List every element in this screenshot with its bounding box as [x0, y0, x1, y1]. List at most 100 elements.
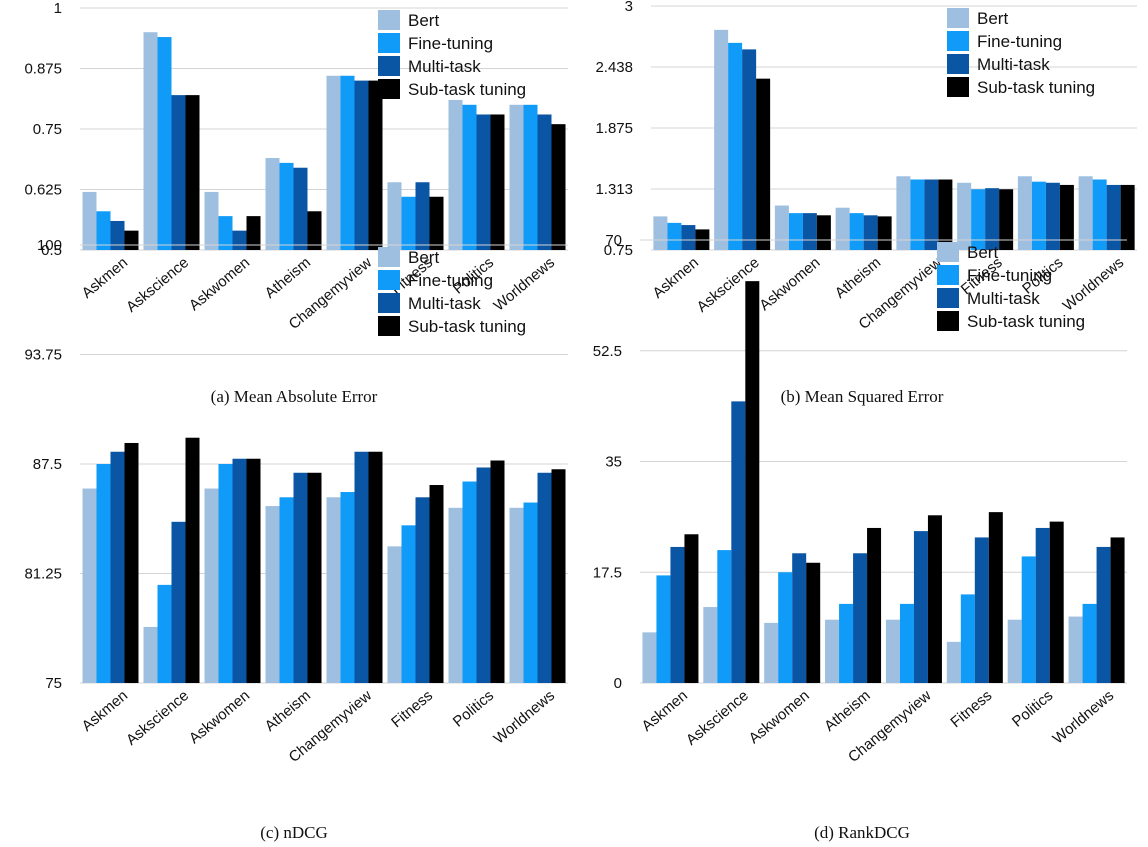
bar: [849, 213, 864, 250]
y-tick-label: 0.5: [41, 242, 62, 259]
x-category-label: Atheism: [262, 687, 314, 735]
bar: [960, 594, 975, 683]
chart-caption: (c) nDCG: [260, 823, 328, 842]
bar: [853, 553, 868, 683]
legend-swatch: [378, 270, 400, 290]
bar: [509, 104, 524, 250]
bar: [401, 525, 416, 683]
bar: [143, 626, 158, 683]
bar: [124, 442, 139, 683]
legend-label: Bert: [967, 243, 998, 262]
bar: [1007, 619, 1022, 683]
x-category-label: Askscience: [123, 254, 192, 316]
bar: [326, 75, 341, 250]
y-tick-label: 0.75: [604, 242, 633, 259]
bar: [340, 75, 355, 250]
legend-swatch: [947, 54, 969, 74]
y-tick-label: 0.625: [24, 182, 62, 199]
x-category-label: Askwomen: [756, 254, 823, 314]
bar: [218, 464, 233, 683]
panel-mae: 1 0.875 0.75 0.625 0.5 AskmenAskscienceAskwom…: [24, 0, 568, 406]
bar: [717, 550, 732, 683]
bar: [653, 216, 668, 250]
bar: [1035, 527, 1050, 683]
bar: [293, 167, 308, 250]
bar: [415, 182, 430, 250]
bar: [415, 497, 430, 683]
legend-swatch: [378, 10, 400, 30]
bar: [1068, 616, 1083, 683]
y-tick-label: 75: [45, 675, 62, 692]
bar: [896, 176, 911, 250]
x-category-label: Worldnews: [491, 687, 559, 748]
bar: [802, 213, 817, 250]
x-category-label: Atheism: [832, 254, 884, 302]
bar: [429, 196, 444, 250]
x-category-label: Askmen: [79, 254, 131, 302]
bar: [246, 216, 261, 250]
bar: [124, 230, 139, 250]
x-category-label: Askmen: [650, 254, 702, 302]
y-tick-label: 81.25: [24, 566, 62, 583]
bar: [171, 521, 186, 683]
bar: [265, 158, 280, 250]
y-tick-label: 87.5: [33, 456, 62, 473]
legend-label: Fine-tuning: [408, 271, 493, 290]
bar: [185, 437, 200, 683]
bar: [143, 32, 158, 251]
legend-label: Fine-tuning: [967, 266, 1052, 285]
bar: [1049, 521, 1064, 683]
y-tick-label: 52.5: [593, 343, 622, 360]
bar: [523, 104, 538, 250]
x-category-label: Worldnews: [1050, 687, 1118, 748]
bar: [82, 488, 97, 683]
bar: [684, 534, 699, 683]
legend-swatch: [937, 242, 959, 262]
legend-swatch: [378, 316, 400, 336]
legend-swatch: [947, 77, 969, 97]
bar: [279, 162, 294, 250]
x-category-label: Askmen: [639, 687, 691, 735]
bar: [279, 497, 294, 683]
x-category-label: Askwomen: [186, 254, 253, 314]
legend-label: Bert: [977, 9, 1008, 28]
bar: [1092, 179, 1107, 250]
bar: [1078, 176, 1093, 250]
bar: [816, 215, 831, 250]
bar: [490, 114, 505, 250]
bar: [728, 42, 743, 251]
legend-swatch: [378, 79, 400, 99]
y-tick-label: 70: [605, 232, 622, 249]
bar: [764, 622, 779, 683]
y-tick-label: 1: [54, 0, 62, 17]
bar: [667, 222, 682, 250]
y-tick-label: 0: [614, 675, 622, 692]
bar: [157, 37, 172, 250]
legend-swatch: [378, 247, 400, 267]
bar: [1059, 184, 1074, 250]
bar: [340, 492, 355, 683]
legend-label: Fine-tuning: [408, 34, 493, 53]
chart-caption: (b) Mean Squared Error: [781, 387, 944, 406]
legend-label: Sub-task tuning: [977, 78, 1095, 97]
bar: [110, 451, 125, 683]
bar: [642, 632, 657, 683]
bar: [946, 641, 961, 683]
bar: [877, 216, 892, 250]
y-tick-label: 3: [625, 0, 633, 15]
legend-swatch: [947, 8, 969, 28]
panel-mse: 32.4381.8751.3130.75AskmenAskscienceAskw…: [595, 0, 1137, 406]
bar: [742, 49, 757, 250]
x-category-label: Atheism: [262, 254, 314, 302]
bar: [429, 485, 444, 683]
bar: [899, 603, 914, 683]
bar: [204, 488, 219, 683]
x-category-label: Politics: [450, 687, 497, 731]
bar: [788, 213, 803, 250]
y-tick-label: 1.875: [595, 120, 633, 137]
legend-swatch: [947, 31, 969, 51]
bar: [462, 104, 477, 250]
bar: [232, 458, 247, 683]
bar: [863, 215, 878, 250]
